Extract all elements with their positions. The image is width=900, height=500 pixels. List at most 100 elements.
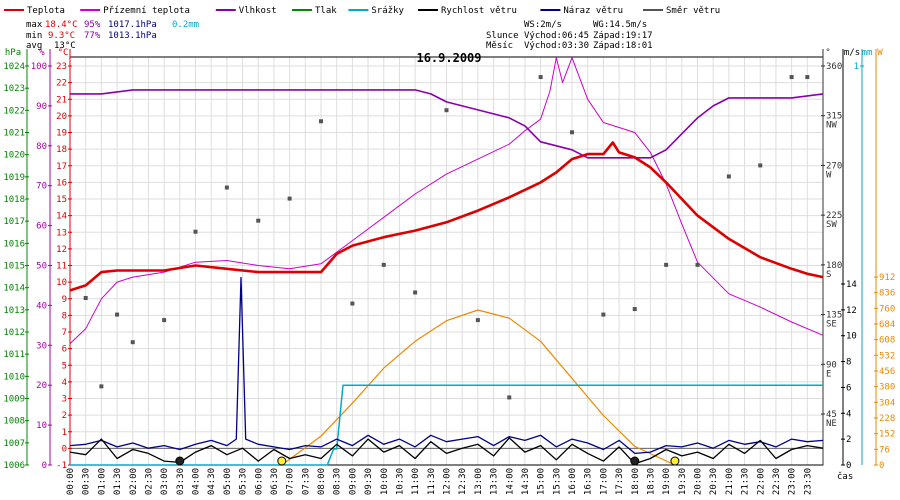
x-tick-label: 21:30 xyxy=(741,468,751,495)
x-tick-label: 15:00 xyxy=(537,468,547,495)
stat-avg-label: avg xyxy=(26,41,42,51)
wind-direction-point xyxy=(507,395,512,400)
x-tick-label: 12:30 xyxy=(458,468,468,495)
rain-label: 1 xyxy=(854,62,859,72)
temperature-label: 9 xyxy=(62,295,67,305)
wind-direction-point xyxy=(632,307,637,312)
direction-label: 180 xyxy=(826,261,842,271)
grid xyxy=(69,56,824,466)
legend-label-pressure: Tlak xyxy=(315,6,337,16)
wind-label: 6 xyxy=(846,383,851,393)
info-moon-label: Měsíc xyxy=(486,41,513,51)
wind-direction-point xyxy=(695,262,700,267)
x-tick-label: 20:00 xyxy=(694,468,704,495)
pressure-label: 1024 xyxy=(3,62,25,72)
stat-max-press: 1017.1hPa xyxy=(108,20,157,30)
direction-axis-unit: ° xyxy=(825,48,830,58)
x-tick-label: 00:30 xyxy=(82,468,92,495)
solar-label: 228 xyxy=(879,414,895,424)
series-solar xyxy=(281,309,676,466)
temperature-label: 5 xyxy=(62,361,67,371)
legend-item-dir: Směr větru xyxy=(643,6,720,16)
pressure-label: 1015 xyxy=(3,262,25,272)
humidity-axis-unit: % xyxy=(39,48,45,58)
info-wg: WG:14.5m/s xyxy=(593,20,647,30)
solar-label: 0 xyxy=(879,461,884,471)
x-tick-label: 14:30 xyxy=(521,468,531,495)
wind-direction-point xyxy=(726,174,731,179)
temperature-label: 19 xyxy=(56,129,67,139)
direction-label: 270 xyxy=(826,161,842,171)
x-axis: 00:00 00:30 01:00 01:30 02:00 02:30 03:00 03:30… xyxy=(66,468,813,495)
left-axes: 1006100710081009101010111012101310141015… xyxy=(3,48,72,471)
legend-item-humidity: Vlhkost xyxy=(215,6,277,16)
x-tick-label: 20:30 xyxy=(709,468,719,495)
temperature-label: 18 xyxy=(56,145,67,155)
temperature-label: 6 xyxy=(62,345,67,355)
x-tick-label: 10:00 xyxy=(380,468,390,495)
wind-direction-point xyxy=(350,301,355,306)
stat-max-label: max xyxy=(26,20,43,30)
temperature-label: 20 xyxy=(56,112,67,122)
temperature-label: 16 xyxy=(56,178,67,188)
stat-avg-temp: 13°C xyxy=(54,41,76,51)
direction-label: 45 xyxy=(826,410,837,420)
direction-compass-label: W xyxy=(826,170,832,180)
temperature-label: 2 xyxy=(62,411,67,421)
legend-item-wind: Rychlost větru xyxy=(418,6,517,16)
x-tick-label: 09:30 xyxy=(364,468,374,495)
wind-direction-point xyxy=(570,130,574,135)
temperature-label: 8 xyxy=(62,311,67,321)
info-block: WS:2m/s WG:14.5m/s Slunce Východ:06:45 Z… xyxy=(486,20,653,51)
x-tick-label: 21:00 xyxy=(725,468,735,495)
humidity-label: 10 xyxy=(36,421,47,431)
pressure-label: 1011 xyxy=(3,350,25,360)
x-tick-label: 07:30 xyxy=(301,468,311,495)
x-tick-label: 12:00 xyxy=(443,468,453,495)
temperature-label: 1 xyxy=(62,428,67,438)
wind-direction-point xyxy=(664,262,669,267)
x-tick-label: 18:30 xyxy=(646,468,656,495)
wind-direction-point xyxy=(256,218,261,223)
x-tick-label: 04:00 xyxy=(192,468,202,495)
wind-direction-point xyxy=(83,296,88,300)
x-tick-label: 22:30 xyxy=(772,468,782,495)
x-axis-label: čas xyxy=(837,471,853,482)
humidity-label: 100 xyxy=(31,62,47,72)
direction-compass-label: E xyxy=(826,369,831,379)
wind-direction-point xyxy=(287,196,292,201)
series-rain xyxy=(70,384,823,466)
temperature-label: 23 xyxy=(56,62,67,72)
wind-label: 0 xyxy=(846,461,851,471)
solar-label: 608 xyxy=(879,336,895,346)
pressure-label: 1018 xyxy=(3,195,25,205)
temperature-label: 0 xyxy=(62,444,67,454)
legend-label-dir: Směr větru xyxy=(666,6,720,16)
rain-axis-unit: mm xyxy=(862,48,873,58)
temperature-label: 7 xyxy=(62,328,67,338)
pressure-label: 1008 xyxy=(3,417,25,427)
humidity-label: 20 xyxy=(36,381,47,391)
x-tick-label: 02:00 xyxy=(129,468,139,495)
direction-label: 315 xyxy=(826,112,842,122)
x-tick-label: 15:30 xyxy=(552,468,562,495)
x-tick-label: 13:30 xyxy=(490,468,500,495)
direction-compass-label: SE xyxy=(826,320,837,330)
direction-label: 225 xyxy=(826,211,842,221)
info-ws: WS:2m/s xyxy=(524,20,562,30)
x-tick-label: 16:30 xyxy=(584,468,594,495)
pressure-label: 1016 xyxy=(3,239,25,249)
x-tick-label: 07:00 xyxy=(286,468,296,495)
x-tick-label: 01:30 xyxy=(113,468,123,495)
x-tick-label: 04:30 xyxy=(207,468,217,495)
solar-axis-unit: W xyxy=(877,48,883,58)
wind-label: 10 xyxy=(846,332,857,342)
humidity-label: 0 xyxy=(42,461,47,471)
humidity-label: 30 xyxy=(36,341,47,351)
series-temp xyxy=(69,141,824,292)
temperature-axis-unit: °C xyxy=(58,48,69,58)
temperature-label: 17 xyxy=(56,162,67,172)
solar-label: 532 xyxy=(879,351,895,361)
x-tick-label: 02:30 xyxy=(144,468,154,495)
sunset-marker xyxy=(670,456,680,466)
